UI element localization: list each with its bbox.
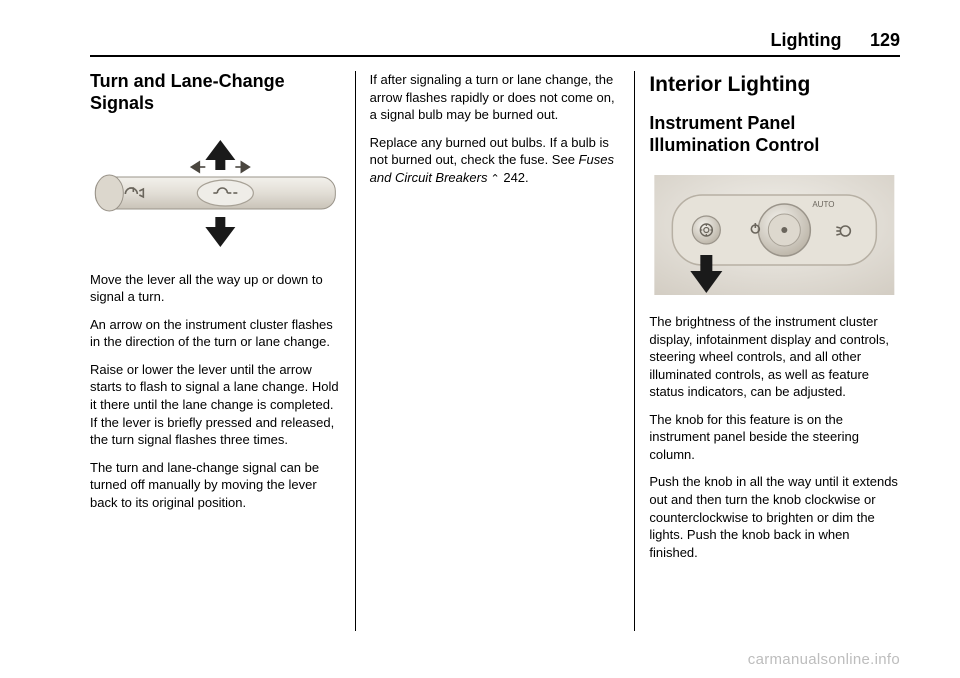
header-page-number: 129 xyxy=(870,30,900,50)
column-3: Interior Lighting Instrument Panel Illum… xyxy=(635,71,900,631)
interior-lighting-heading: Interior Lighting xyxy=(649,71,900,99)
column-2: If after signaling a turn or lane change… xyxy=(356,71,635,631)
watermark-text: carmanualsonline.info xyxy=(748,651,900,668)
column-1: Turn and Lane-Change Signals xyxy=(90,71,355,631)
col2-paragraph-2: Replace any burned out bulbs. If a bulb … xyxy=(370,134,621,187)
header-section-title: Lighting xyxy=(771,30,842,50)
svg-text:AUTO: AUTO xyxy=(813,200,835,209)
col1-paragraph-4: The turn and lane-change signal can be t… xyxy=(90,459,341,512)
col1-paragraph-2: An arrow on the instrument cluster flash… xyxy=(90,316,341,351)
turn-signal-lever-diagram xyxy=(90,132,341,252)
turn-signals-heading: Turn and Lane-Change Signals xyxy=(90,71,341,114)
reference-icon: ⌃ xyxy=(487,173,499,185)
content-columns: Turn and Lane-Change Signals xyxy=(90,71,900,631)
col1-paragraph-3: Raise or lower the lever until the arrow… xyxy=(90,361,341,449)
col3-paragraph-1: The brightness of the instrument cluster… xyxy=(649,313,900,401)
page-header: Lighting 129 xyxy=(90,30,900,57)
col2-p2-suffix: 242. xyxy=(500,170,529,185)
col1-paragraph-1: Move the lever all the way up or down to… xyxy=(90,271,341,306)
col3-paragraph-3: Push the knob in all the way until it ex… xyxy=(649,473,900,561)
col2-p2-prefix: Replace any burned out bulbs. If a bulb … xyxy=(370,135,609,168)
manual-page: Lighting 129 Turn and Lane-Change Signal… xyxy=(0,0,960,678)
illumination-control-diagram: AUTO xyxy=(649,175,900,295)
col2-paragraph-1: If after signaling a turn or lane change… xyxy=(370,71,621,124)
col3-paragraph-2: The knob for this feature is on the inst… xyxy=(649,411,900,464)
illumination-control-heading: Instrument Panel Illumination Control xyxy=(649,113,900,156)
